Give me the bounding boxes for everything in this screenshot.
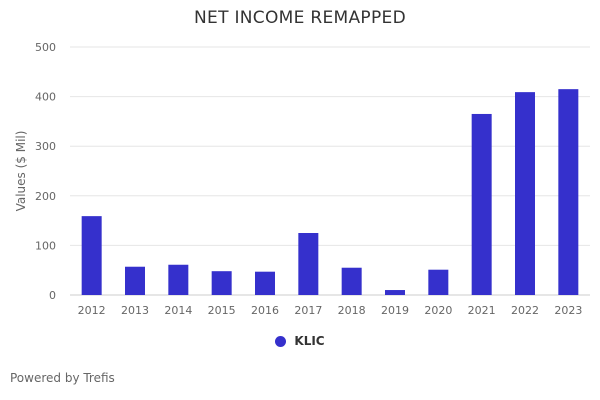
bar-2020[interactable] xyxy=(428,269,449,295)
x-tick-label-2014: 2014 xyxy=(164,304,192,317)
x-tick-label-2021: 2021 xyxy=(468,304,496,317)
x-tick-label-2012: 2012 xyxy=(78,304,106,317)
y-axis-ticks: 0 100 200 300 400 500 xyxy=(35,41,56,302)
bar-2014[interactable] xyxy=(168,264,189,295)
bar-2021[interactable] xyxy=(471,113,492,296)
chart-title: NET INCOME REMAPPED xyxy=(194,8,406,28)
y-tick-label-400: 400 xyxy=(35,91,56,104)
bar-2022[interactable] xyxy=(515,92,535,295)
x-tick-label-2020: 2020 xyxy=(424,304,452,317)
y-tick-label-500: 500 xyxy=(35,41,56,54)
bar-2012[interactable] xyxy=(81,216,102,295)
x-tick-label-2022: 2022 xyxy=(511,304,539,317)
legend-marker-klic xyxy=(275,335,287,347)
bar-2015[interactable] xyxy=(211,271,232,295)
x-tick-label-2019: 2019 xyxy=(381,304,409,317)
y-tick-label-200: 200 xyxy=(35,190,56,203)
bars xyxy=(81,89,579,296)
bar-2023[interactable] xyxy=(558,89,579,295)
x-tick-label-2016: 2016 xyxy=(251,304,279,317)
x-axis-ticks: 2012 2013 2014 2015 2016 2017 2018 2019 2020 2021… xyxy=(78,304,583,317)
y-tick-label-100: 100 xyxy=(35,239,56,252)
legend-label-klic: KLIC xyxy=(294,334,325,348)
bar-2013[interactable] xyxy=(125,266,145,295)
bar-2016[interactable] xyxy=(255,271,275,295)
y-tick-label-300: 300 xyxy=(35,140,56,153)
y-tick-label-0: 0 xyxy=(49,289,56,302)
bar-2019[interactable] xyxy=(385,290,405,295)
x-tick-label-2023: 2023 xyxy=(554,304,582,317)
powered-by-footer: Powered by Trefis xyxy=(10,371,115,385)
x-tick-label-2017: 2017 xyxy=(294,304,322,317)
legend[interactable]: KLIC xyxy=(0,334,600,348)
x-tick-label-2015: 2015 xyxy=(208,304,236,317)
x-tick-label-2018: 2018 xyxy=(338,304,366,317)
bar-2018[interactable] xyxy=(341,267,362,295)
y-axis-label: Values ($ Mil) xyxy=(14,131,28,212)
gridlines xyxy=(70,46,590,296)
bar-2017[interactable] xyxy=(298,233,319,295)
x-tick-label-2013: 2013 xyxy=(121,304,149,317)
